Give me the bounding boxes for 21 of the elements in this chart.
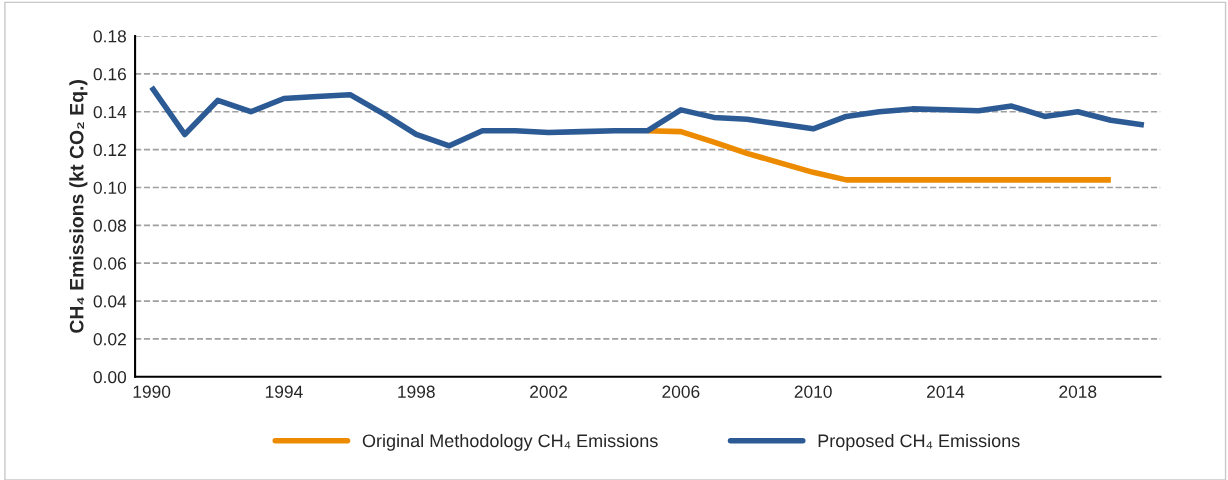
y-tick-label: 0.18 [93, 30, 126, 43]
y-tick-label: 0.00 [93, 370, 127, 384]
x-tick-label: 1998 [398, 385, 435, 398]
x-tick-label: 2006 [662, 385, 700, 398]
y-tick-label: 0.14 [93, 105, 127, 119]
x-tick-label: 2010 [794, 385, 832, 398]
x-tick-label: 1990 [133, 385, 171, 398]
y-tick-label: 0.02 [93, 333, 126, 346]
y-tick-label: 0.04 [93, 295, 127, 308]
y-tick-label: 0.06 [93, 257, 126, 270]
y-tick-label: 0.16 [93, 68, 126, 81]
x-tick-label: 2018 [1059, 385, 1097, 398]
y-axis-title: CH₄ Emissions (kt CO₂ Eq.) [69, 80, 88, 333]
y-tick-label: 0.08 [93, 219, 126, 232]
y-tick-label: 0.10 [93, 181, 127, 194]
x-tick-label: 2014 [927, 385, 965, 398]
x-tick-label: 1994 [265, 385, 303, 398]
legend-label: Original Methodology CH₄ Emissions [362, 433, 658, 451]
y-tick-label: 0.12 [93, 143, 126, 157]
x-tick-label: 2002 [530, 385, 567, 398]
legend-label: Proposed CH₄ Emissions [818, 433, 1020, 451]
